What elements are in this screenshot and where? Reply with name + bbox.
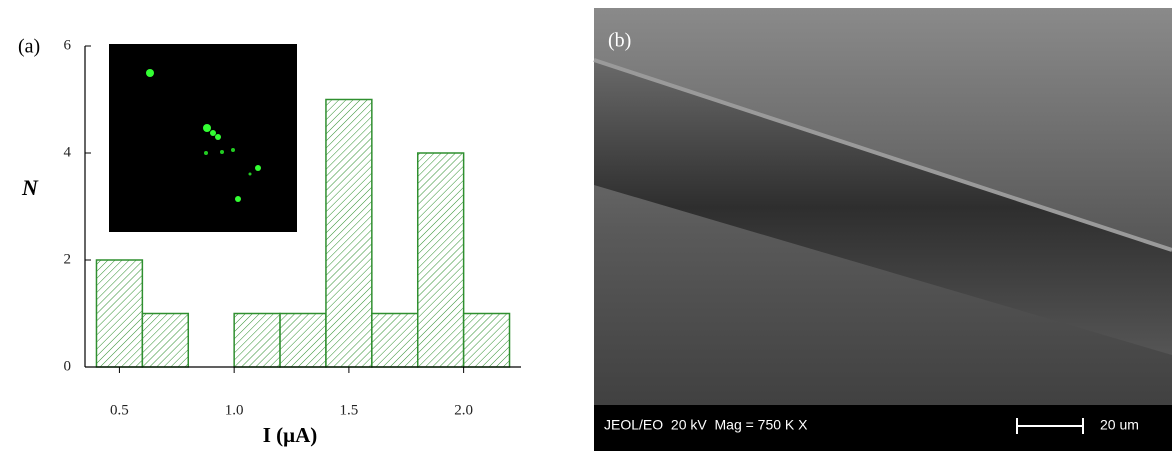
- panel-label: (a): [18, 36, 40, 58]
- scale-bar-label: 20 um: [1100, 417, 1139, 433]
- x-tick-label: 2.0: [454, 402, 473, 418]
- x-tick-label: 0.5: [110, 402, 129, 418]
- x-tick-label: 1.5: [340, 402, 359, 418]
- y-axis-label: N: [21, 175, 39, 200]
- bar: [462, 312, 511, 368]
- bar: [416, 152, 465, 368]
- inset-image: [109, 44, 297, 232]
- panel-label: (b): [608, 30, 631, 52]
- y-tick-label: 4: [64, 144, 72, 160]
- bar: [371, 312, 419, 368]
- y-tick-label: 2: [64, 251, 72, 267]
- bar: [279, 312, 327, 368]
- bar: [233, 312, 281, 368]
- bar: [141, 312, 190, 368]
- y-tick-label: 6: [64, 37, 72, 53]
- x-tick-label: 1.0: [225, 402, 244, 418]
- bar: [325, 98, 373, 368]
- sem-image: [593, 8, 1172, 451]
- y-tick-label: 0: [64, 358, 72, 374]
- x-axis-label: I (μA): [263, 423, 317, 447]
- sem-info: JEOL/EO 20 kV Mag = 750 K X: [604, 417, 808, 433]
- bar: [95, 259, 144, 368]
